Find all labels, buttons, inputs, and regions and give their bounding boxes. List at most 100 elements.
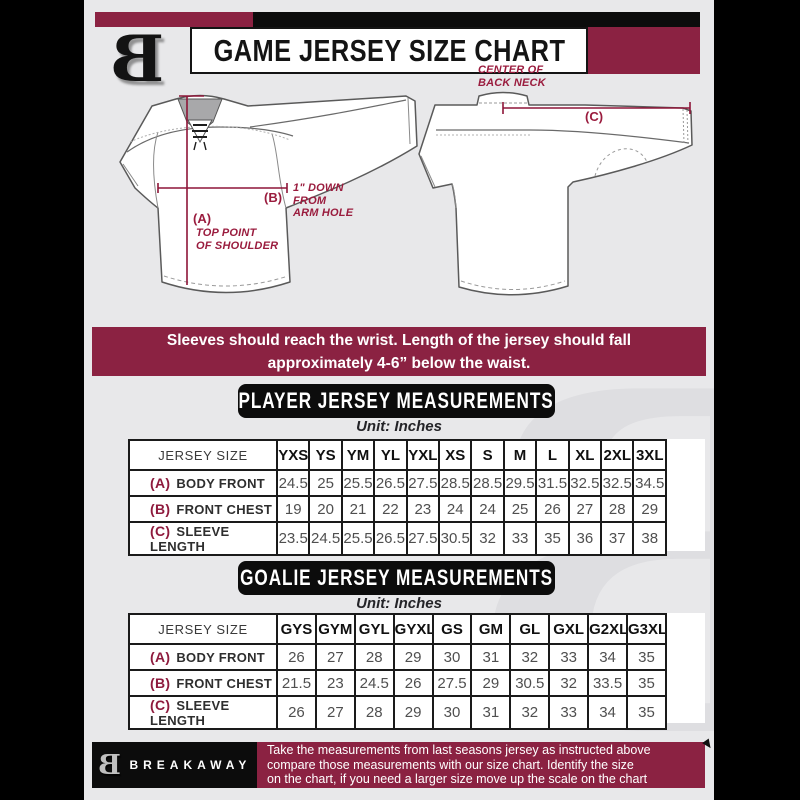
measurement-value: 26 [392,669,434,697]
measurement-value: 26.5 [373,469,408,497]
footer-breakaway-logo-icon: B [97,749,121,781]
size-column-header: YL [373,439,408,471]
measurement-value: 35 [535,521,570,556]
size-column-header: XL [567,439,603,471]
measurement-value: 23.5 [275,521,311,556]
player-unit-label: Unit: Inches [356,418,442,435]
measurement-value: 33.5 [587,669,629,697]
size-column-header: GL [509,613,551,645]
size-column-header: 3XL [632,439,667,471]
measurement-value: 29 [470,669,512,697]
measurement-value: 22 [373,495,408,523]
measurement-value: 35 [626,643,667,671]
measurement-value: 27.5 [431,669,473,697]
header-accent-bar-maroon [95,12,253,27]
fit-note-banner: Sleeves should reach the wrist. Length o… [92,327,706,376]
measurement-value: 19 [275,495,311,523]
measurement-value: 29.5 [502,469,538,497]
measurement-value: 34 [587,643,629,671]
title-accent-block [588,27,700,74]
measurement-value: 26 [276,695,317,730]
measurement-row: (B) FRONT CHEST 19 20 21 22 23 24 24 25 26 27 28 29 [128,495,667,523]
goalie-unit-label: Unit: Inches [356,595,442,612]
measure-key-b: (B) [264,190,283,205]
measurement-value: 30.5 [438,521,473,556]
footer-line-2: compare those measurements with our size… [267,757,634,772]
jersey-back-diagram [418,91,693,296]
banner-line-1: Sleeves should reach the wrist. Length o… [166,331,632,349]
measurement-value: 21 [340,495,376,523]
measurement-value: 38 [632,521,667,556]
measurement-value: 36 [567,521,603,556]
measurement-value: 32 [470,521,505,556]
measurement-value: 26.5 [373,521,408,556]
measurement-value: 27 [314,695,356,730]
size-chart-card: B B GAME JERSEY SIZE CHART CE [84,0,714,800]
size-column-header: G2XL [587,613,629,645]
size-column-header: M [502,439,538,471]
player-measurements-table: JERSEY SIZE YXS YS YM YL YXL XS S M L XL 2XL 3XL (A) B… [128,439,667,556]
measurement-row: (C) SLEEVE LENGTH 23.5 24.5 25.5 26.5 27.5 30.5… [128,521,667,556]
size-column-header: GYL [353,613,395,645]
measurement-row-label: (C) SLEEVE LENGTH [128,695,278,730]
armhole-note: 1" DOWN FROM ARM HOLE [293,182,354,219]
measurement-value: 30 [431,695,473,730]
measurement-row: (A) BODY FRONT 26 27 28 29 30 31 32 33 34 35 [128,643,667,671]
measurement-value: 31 [470,695,512,730]
measurement-value: 26 [535,495,570,523]
breakaway-logo-icon: B [110,22,165,97]
measurement-value: 27 [567,495,603,523]
measurement-value: 27.5 [405,469,441,497]
measurement-value: 32.5 [567,469,603,497]
measurement-value: 28 [600,495,635,523]
measurement-value: 25.5 [340,469,376,497]
measurement-value: 24 [438,495,473,523]
measurement-value: 29 [392,695,434,730]
measurement-value: 35 [626,695,667,730]
measurement-value: 34 [587,695,629,730]
size-column-header: GYXL [392,613,434,645]
measurement-value: 35 [626,669,667,697]
size-column-header: YM [340,439,376,471]
size-column-header: GM [470,613,512,645]
measurement-value: 25.5 [340,521,376,556]
measurement-row-label: (B) FRONT CHEST [128,669,278,697]
measurement-value: 21.5 [276,669,317,697]
measurement-value: 23 [314,669,356,697]
measurement-value: 34.5 [632,469,667,497]
measurement-value: 24.5 [275,469,311,497]
jersey-size-corner-header: JERSEY SIZE [128,613,278,645]
measurement-value: 20 [308,495,343,523]
size-column-header: GXL [548,613,590,645]
measurement-value: 31.5 [535,469,570,497]
size-column-header: 2XL [600,439,635,471]
measurement-row: (C) SLEEVE LENGTH 26 27 28 29 30 31 32 33 34 35 [128,695,667,730]
size-column-header: S [470,439,505,471]
size-column-header: YS [308,439,343,471]
shoulder-note: TOP POINT OF SHOULDER [196,227,279,252]
center-back-neck-note: CENTER OF BACK NECK [478,64,546,89]
measurement-value: 32 [509,695,551,730]
footer-brand-name: BREAKAWAY [129,758,252,772]
measurement-value: 26 [276,643,317,671]
size-column-header: G3XL [626,613,667,645]
measurement-value: 30 [431,643,473,671]
measurement-value: 24 [470,495,505,523]
page-title: GAME JERSEY SIZE CHART [213,32,565,68]
measurement-value: 32 [509,643,551,671]
footer-line-3: on the chart, if you need a larger size … [267,772,648,787]
measurement-value: 28.5 [438,469,473,497]
measurement-value: 31 [470,643,512,671]
measurement-row-label: (A) BODY FRONT [128,643,278,671]
jersey-size-corner-header: JERSEY SIZE [128,439,278,471]
measurement-value: 27 [314,643,356,671]
player-section-header: PLAYER JERSEY MEASUREMENTS [238,384,555,418]
measurement-value: 29 [392,643,434,671]
measurement-value: 25 [308,469,343,497]
measurement-row-label: (C) SLEEVE LENGTH [128,521,278,556]
size-column-header: YXL [405,439,441,471]
jersey-front-diagram [119,94,418,294]
measurement-row-label: (B) FRONT CHEST [128,495,278,523]
footer-line-1: Take the measurements from last seasons … [267,743,651,758]
measurement-value: 32 [548,669,590,697]
